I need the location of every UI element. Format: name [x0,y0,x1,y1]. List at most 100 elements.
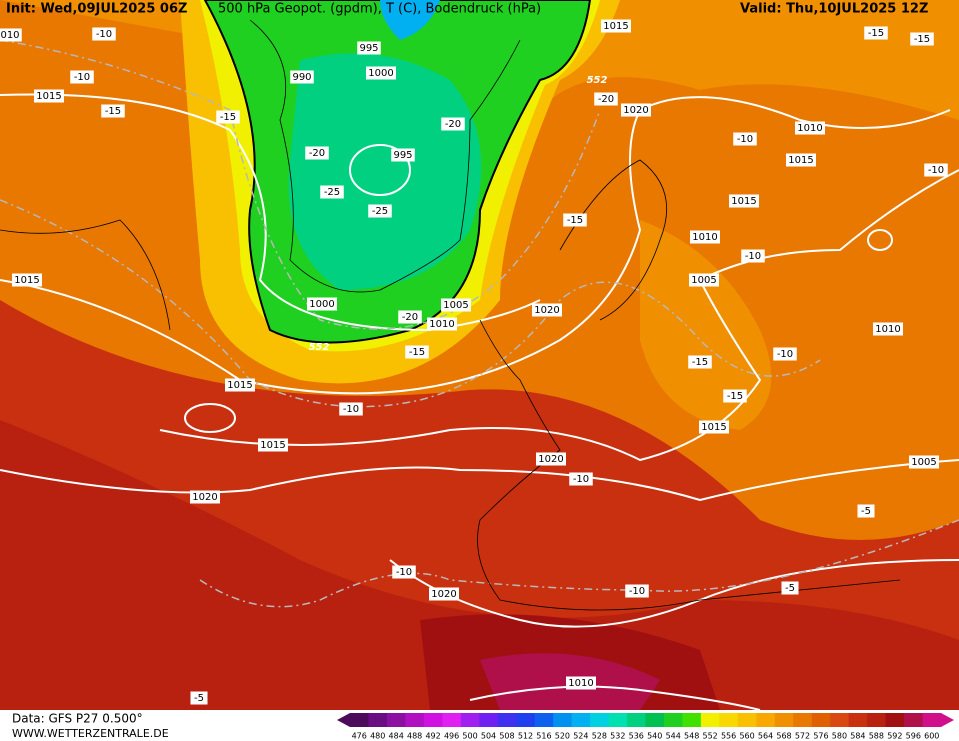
label-box [873,322,903,336]
colorbar-label: 580 [832,732,847,741]
label-box [34,89,64,103]
colorbar-swatch [350,713,369,727]
colorbar-label: 568 [776,732,791,741]
contour-label: -5 [785,583,795,594]
label-box [320,185,344,199]
contour-label: -15 [914,34,930,45]
label-box [366,66,396,80]
colorbar-label: 516 [536,732,551,741]
colorbar-label: 492 [425,732,440,741]
label-box [392,565,416,579]
contour-label: -15 [220,112,236,123]
colorbar-swatch [645,713,665,727]
colorbar-label: 548 [684,732,699,741]
contour-label: 1010 [875,324,900,335]
colorbar-swatch [571,713,591,727]
contour-label: 1005 [691,275,716,286]
colorbar-label: 536 [629,732,644,741]
contour-label: -5 [194,693,204,704]
colorbar-swatch [774,713,794,727]
colorbar-swatch [663,713,683,727]
label-box [441,117,465,131]
colorbar-swatch [368,713,388,727]
colorbar-label: 540 [647,732,662,741]
colorbar-label: 488 [407,732,422,741]
contour-label: 1015 [260,440,285,451]
colorbar-swatch [922,713,942,727]
coastlines [0,19,901,611]
colorbar-label: 480 [370,732,385,741]
valid-time: Valid: Thu,10JUL2025 12Z [740,2,928,17]
contour-label: -10 [96,29,112,40]
label-box [625,584,649,598]
label-box [190,490,220,504]
contour-label: 1015 [14,275,39,286]
label-box [741,249,765,263]
colorbar-swatch [811,713,831,727]
colorbar-swatch [682,713,702,727]
contour-label: 1015 [36,91,61,102]
contour-label: -10 [396,567,412,578]
site: WWW.WETTERZENTRALE.DE [12,727,169,740]
contour-label: 1015 [731,196,756,207]
contour-label: 995 [359,43,378,54]
label-box [773,347,797,361]
colorbar-arrow-right [941,713,954,727]
colorbar-label: 496 [444,732,459,741]
contour-label: 1020 [534,305,559,316]
colorbar-swatch [848,713,868,727]
colorbar-label: 544 [666,732,681,741]
colorbar-swatch [904,713,924,727]
colorbar-label: 572 [795,732,810,741]
label-box [723,389,747,403]
isobars [0,93,959,710]
label-box [216,110,240,124]
label-box [405,345,429,359]
contour-label: -10 [745,251,761,262]
contour-label: -10 [573,474,589,485]
label-box [569,472,593,486]
colorbar-arrow-left [337,713,350,727]
label-box [690,230,720,244]
colorbar-swatch [830,713,850,727]
colorbar-label: 476 [352,732,367,741]
isotherms [0,39,959,608]
contour-label: -15 [692,357,708,368]
label-box [729,194,759,208]
colorbar-swatch [590,713,610,727]
colorbar-label: 600 [924,732,939,741]
contour-label: -10 [74,72,90,83]
colorbar-swatch [516,713,536,727]
contour-label: -10 [737,134,753,145]
label-box [190,691,208,705]
contour-label: -15 [409,347,425,358]
contour-label: -15 [868,28,884,39]
colorbar-label: 596 [906,732,921,741]
label-box [857,504,875,518]
label-box [0,28,22,42]
label-box [12,273,42,287]
contour-label: 1020 [538,454,563,465]
colorbar-label: 524 [573,732,588,741]
colorbar-label: 564 [758,732,773,741]
contour-label: -20 [309,148,325,159]
contour-label: 1000 [368,68,393,79]
label-box [536,452,566,466]
label-box [688,355,712,369]
label-box [532,303,562,317]
colorbar-label: 528 [592,732,607,741]
contour-label: 1020 [431,589,456,600]
label-box [225,378,255,392]
data-source: Data: GFS P27 0.500° [12,712,143,726]
contour-label: -25 [372,206,388,217]
colorbar-swatch [756,713,776,727]
contour-label: -5 [861,506,871,517]
colorbar-swatch [386,713,406,727]
contour-label: 1020 [623,105,648,116]
colorbar-label: 588 [869,732,884,741]
colorbar-label: 576 [813,732,828,741]
colorbar-swatch [423,713,443,727]
colorbar-swatch [627,713,646,727]
init-time: Init: Wed,09JUL2025 06Z [6,2,187,17]
